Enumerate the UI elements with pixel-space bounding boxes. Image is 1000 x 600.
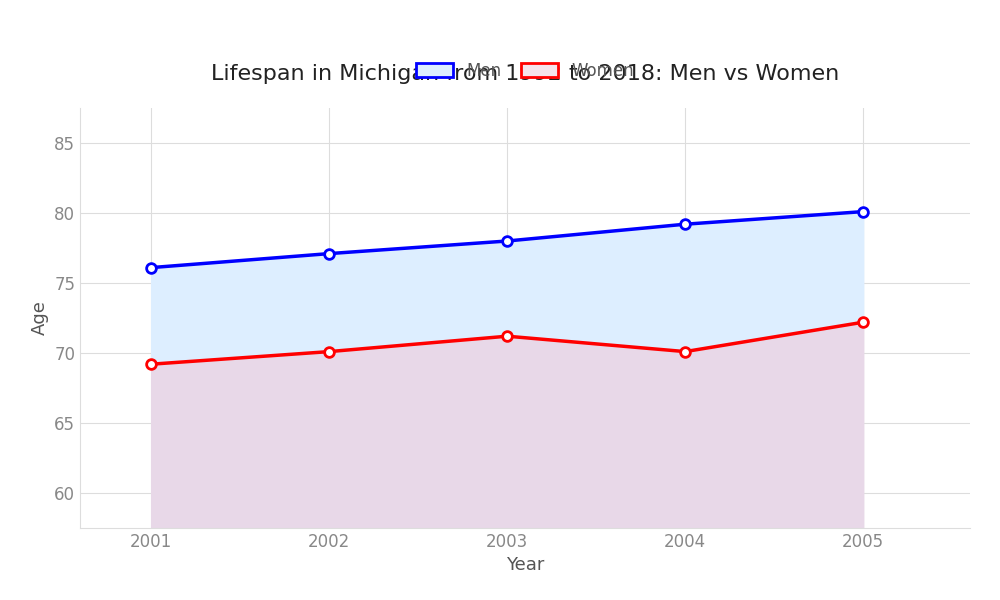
Title: Lifespan in Michigan from 1992 to 2018: Men vs Women: Lifespan in Michigan from 1992 to 2018: …: [211, 64, 839, 84]
Legend: Men, Women: Men, Women: [416, 62, 634, 80]
Y-axis label: Age: Age: [31, 301, 49, 335]
X-axis label: Year: Year: [506, 556, 544, 574]
